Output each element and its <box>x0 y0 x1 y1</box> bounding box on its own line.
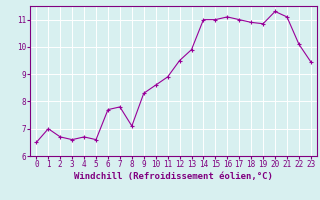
X-axis label: Windchill (Refroidissement éolien,°C): Windchill (Refroidissement éolien,°C) <box>74 172 273 181</box>
